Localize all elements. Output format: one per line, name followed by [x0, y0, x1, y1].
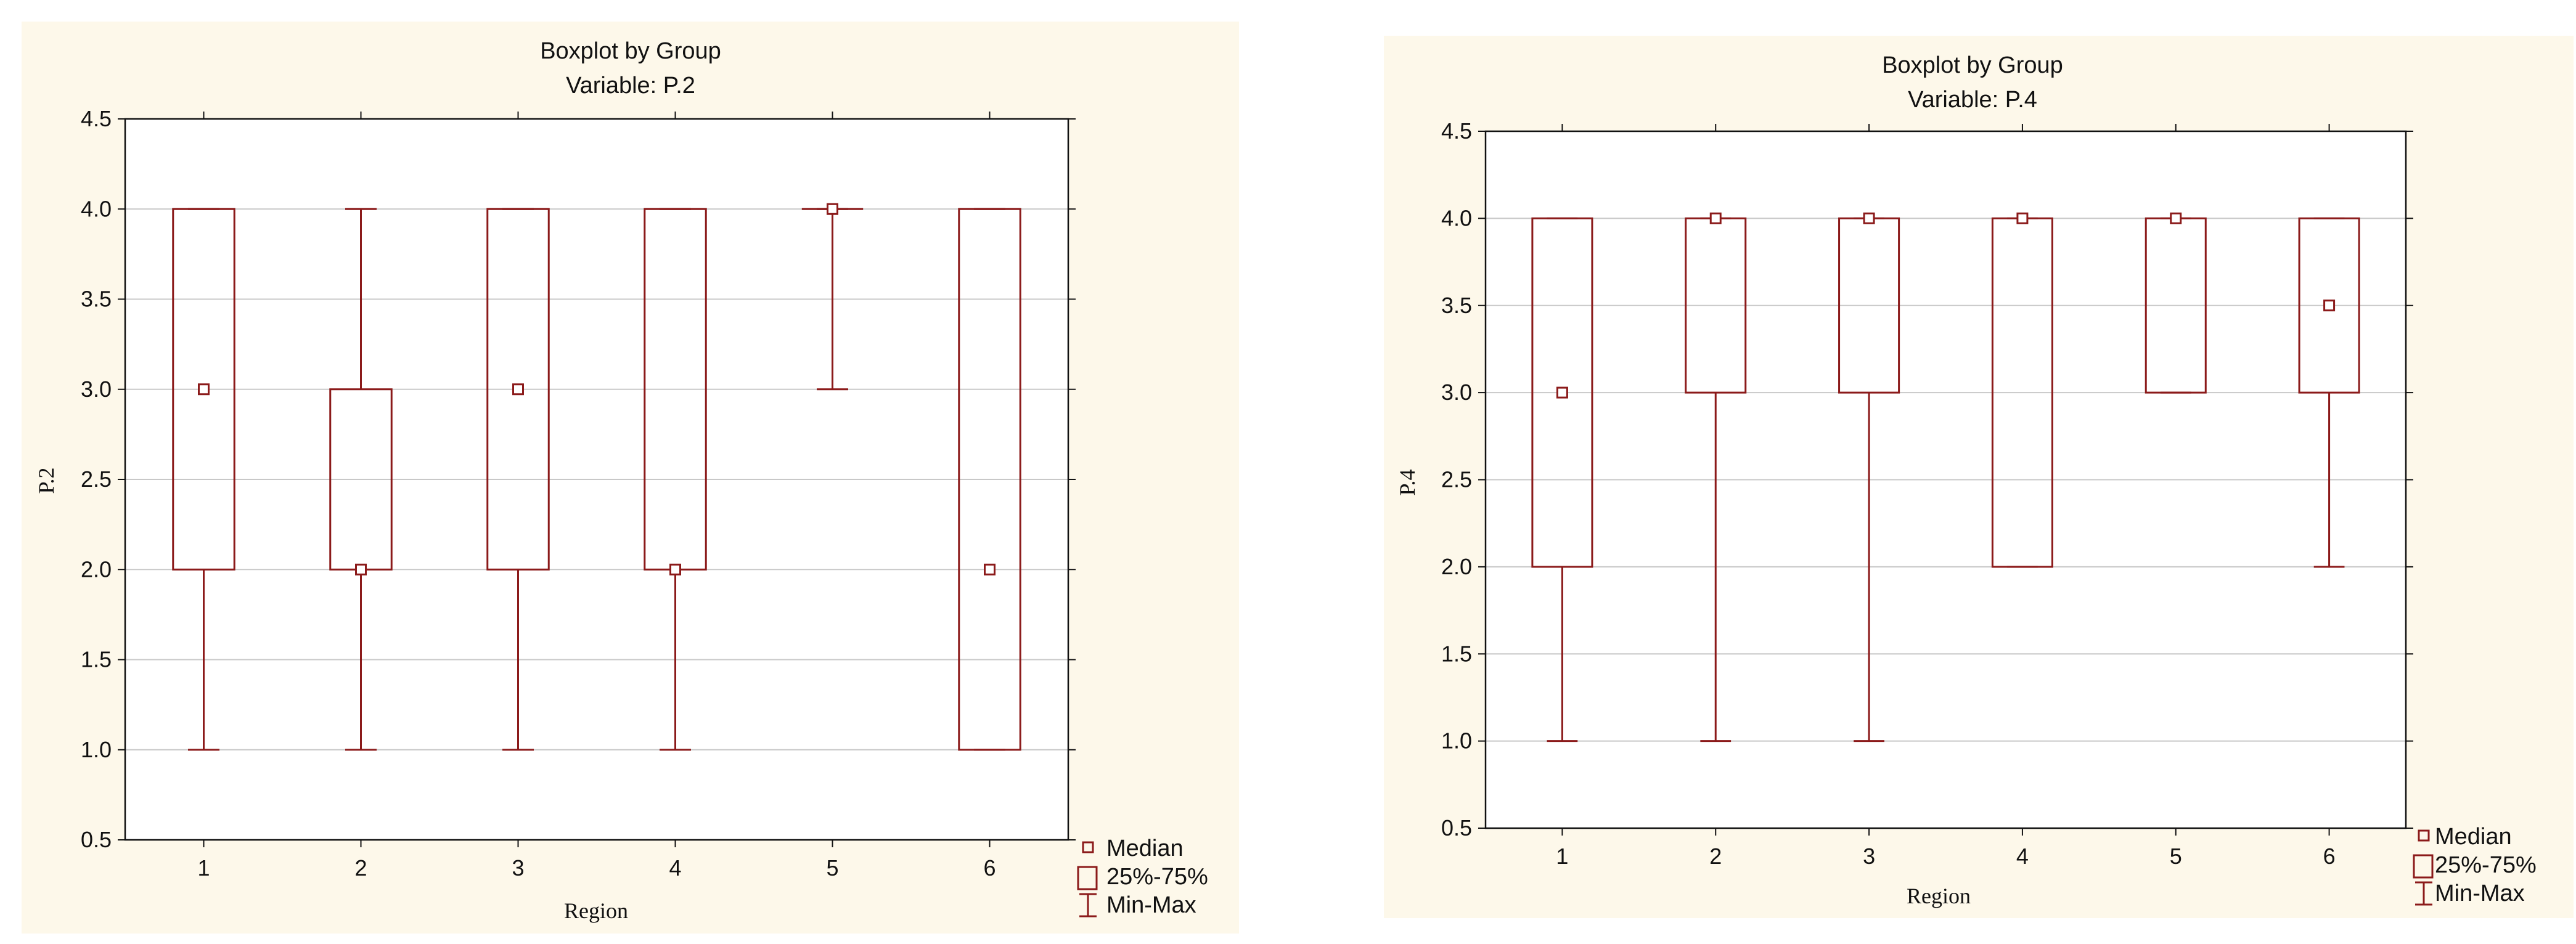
- y-tick-label: 4.5: [81, 106, 112, 131]
- chart-subtitle: Variable: P.2: [566, 73, 695, 99]
- box-iqr: [172, 208, 235, 571]
- legend-whisker-label: Min-Max: [1106, 892, 1196, 918]
- y-tick-label: 2.5: [81, 466, 112, 492]
- y-tick-label: 3.0: [81, 376, 112, 402]
- y-tick-label: 1.0: [1441, 728, 1472, 754]
- box-region-1: [1531, 217, 1593, 743]
- boxplot-p2-svg: 0.5 1.0 1.5 2.0 2.5 3.0 3.5 4.0 4.5 1 2 3 4 5 6 Boxplo…: [34, 38, 1208, 923]
- x-tick-label: 4: [669, 855, 681, 881]
- legend-whisker-marker: [1079, 893, 1097, 918]
- plot-area: 0.5 1.0 1.5 2.0 2.5 3.0 3.5 4.0 4.5 1 2 3 4 5 6: [81, 106, 1076, 881]
- box-region-4: [644, 208, 707, 751]
- median-marker: [1556, 386, 1568, 399]
- y-tick-label: 2.0: [1441, 554, 1472, 579]
- median-marker: [1709, 212, 1722, 224]
- median-marker: [2323, 299, 2336, 312]
- chart-panel-p2: 0.5 1.0 1.5 2.0 2.5 3.0 3.5 4.0 4.5 1 2 3 4 5 6 Boxplo…: [22, 22, 1239, 934]
- y-tick-label: 2.0: [81, 556, 112, 582]
- box-iqr: [2298, 217, 2360, 394]
- chart-title: Boxplot by Group: [1882, 52, 2063, 78]
- legend-median-marker: [2418, 829, 2430, 842]
- box-region-2: [1685, 212, 1747, 743]
- box-iqr: [486, 208, 550, 571]
- x-tick-label: 4: [2016, 844, 2029, 869]
- legend-box-label: 25%-75%: [1106, 864, 1208, 890]
- median-marker: [2170, 212, 2182, 224]
- plot-area: 0.5 1.0 1.5 2.0 2.5 3.0 3.5 4.0 4.5 1 2 3 4 5 6: [1441, 118, 2413, 869]
- y-axis-label: P.2: [34, 467, 59, 494]
- legend-box-marker: [2413, 854, 2434, 879]
- box-region-6: [958, 208, 1021, 751]
- x-tick-label: 6: [983, 855, 996, 881]
- y-tick-label: 4.5: [1441, 118, 1472, 144]
- median-marker: [827, 203, 838, 215]
- x-tick-label: 6: [2323, 844, 2336, 869]
- x-tick-label: 2: [354, 855, 367, 881]
- y-tick-label: 1.5: [81, 647, 112, 672]
- box-region-1: [172, 208, 235, 751]
- y-tick-label: 3.5: [81, 287, 112, 312]
- median-marker: [198, 383, 210, 396]
- x-tick-label: 5: [826, 855, 838, 881]
- plot-frame: [1484, 130, 2407, 829]
- y-tick-label: 1.5: [1441, 641, 1472, 666]
- box-region-3: [1838, 212, 1900, 743]
- median-marker: [669, 563, 681, 576]
- legend-whisker-label: Min-Max: [2435, 881, 2525, 906]
- y-tick-label: 3.0: [1441, 380, 1472, 405]
- x-tick-label: 3: [1863, 844, 1875, 869]
- median-marker: [512, 383, 524, 396]
- median-marker: [355, 563, 367, 576]
- box-iqr: [958, 208, 1021, 751]
- legend-box-label: 25%-75%: [2435, 852, 2537, 878]
- legend-whisker-marker: [2415, 881, 2432, 906]
- x-tick-label: 1: [197, 855, 210, 881]
- x-tick-label: 5: [2170, 844, 2182, 869]
- box-region-3: [486, 208, 550, 751]
- box-region-2: [329, 208, 393, 751]
- plot-frame: [124, 118, 1069, 841]
- y-tick-label: 0.5: [1441, 815, 1472, 840]
- chart-legend: Median 25%-75% Min-Max: [2413, 824, 2537, 906]
- median-marker: [1863, 212, 1875, 224]
- x-tick-label: 3: [512, 855, 524, 881]
- y-tick-label: 4.0: [1441, 205, 1472, 230]
- legend-median-label: Median: [2435, 824, 2512, 850]
- box-region-6: [2298, 217, 2360, 568]
- y-tick-label: 3.5: [1441, 293, 1472, 318]
- x-tick-label: 1: [1556, 844, 1568, 869]
- chart-title: Boxplot by Group: [540, 38, 721, 64]
- box-region-5: [801, 203, 864, 391]
- median-marker: [984, 563, 996, 576]
- median-marker: [2016, 212, 2029, 224]
- box-iqr: [1531, 217, 1593, 568]
- chart-legend: Median 25%-75% Min-Max: [1077, 836, 1208, 918]
- y-tick-label: 4.0: [81, 196, 112, 221]
- chart-subtitle: Variable: P.4: [1908, 87, 2037, 113]
- y-tick-label: 1.0: [81, 737, 112, 762]
- chart-panel-p4: 0.5 1.0 1.5 2.0 2.5 3.0 3.5 4.0 4.5 1 2 3 4 5 6 Boxplo…: [1384, 36, 2574, 918]
- legend-median-marker: [1082, 841, 1094, 853]
- x-tick-label: 2: [1709, 844, 1722, 869]
- x-axis-label: Region: [1907, 884, 1971, 908]
- y-tick-label: 0.5: [81, 827, 112, 852]
- legend-box-marker: [1077, 866, 1098, 890]
- box-region-4: [1991, 212, 2053, 568]
- y-tick-label: 2.5: [1441, 467, 1472, 492]
- x-axis-label: Region: [564, 898, 628, 923]
- legend-median-label: Median: [1106, 836, 1184, 861]
- box-region-5: [2145, 212, 2207, 394]
- y-axis-label: P.4: [1395, 469, 1420, 495]
- boxplot-p4-svg: 0.5 1.0 1.5 2.0 2.5 3.0 3.5 4.0 4.5 1 2 3 4 5 6 Boxplo…: [1395, 52, 2537, 908]
